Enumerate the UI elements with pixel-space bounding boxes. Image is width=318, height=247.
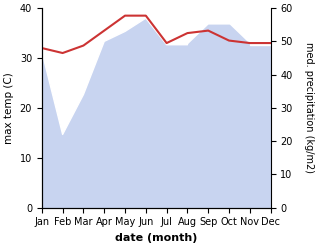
X-axis label: date (month): date (month) (115, 233, 197, 243)
Y-axis label: max temp (C): max temp (C) (4, 72, 14, 144)
Y-axis label: med. precipitation (kg/m2): med. precipitation (kg/m2) (304, 42, 314, 173)
